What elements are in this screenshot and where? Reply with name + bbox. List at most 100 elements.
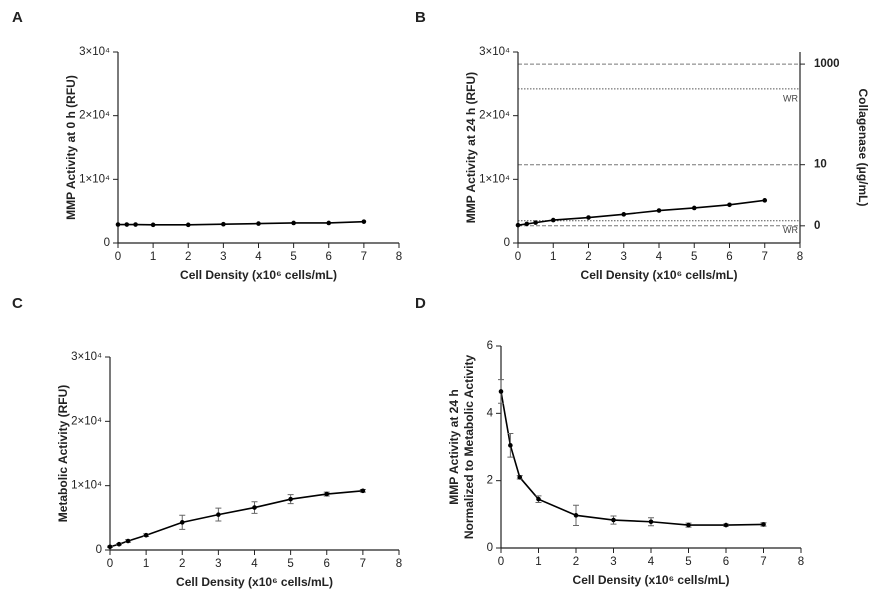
x-tick-label: 5 (685, 556, 691, 568)
y-tick-label: 3×10⁴ (479, 46, 510, 58)
data-point (291, 220, 296, 226)
x-tick-label: 8 (797, 251, 803, 263)
data-point (648, 519, 654, 525)
y-tick-label: 3×10⁴ (79, 46, 110, 58)
x-tick-label: 5 (290, 251, 296, 263)
y2-tick-label: 1000 (814, 58, 840, 70)
data-point (550, 217, 556, 223)
x-tick-label: 2 (185, 251, 191, 263)
data-line (517, 199, 765, 226)
x-tick-label: 3 (220, 251, 226, 263)
y-tick-label: 2 (487, 475, 493, 487)
panel-label: C (12, 295, 23, 312)
x-tick-label: 0 (515, 251, 521, 263)
data-point (762, 198, 768, 203)
data-point (256, 221, 261, 226)
y2-tick-label: 10 (814, 159, 827, 171)
data-point (656, 208, 662, 213)
x-tick-label: 3 (215, 558, 221, 570)
y-tick-label: 1×10⁴ (79, 173, 110, 185)
y-tick-label: 0 (96, 544, 102, 556)
y-tick-label: 4 (487, 407, 494, 419)
data-point (686, 522, 691, 528)
x-tick-label: 4 (648, 556, 655, 568)
x-tick-label: 1 (143, 558, 149, 570)
x-tick-label: 4 (251, 558, 258, 570)
y2-axis-label: Collagenase (μg/mL) (856, 88, 870, 206)
data-point (761, 522, 766, 527)
y-tick-label: 2×10⁴ (479, 110, 510, 122)
data-point (143, 532, 149, 538)
x-tick-label: 0 (115, 251, 121, 263)
data-point (586, 215, 591, 220)
data-point (107, 544, 113, 550)
data-line (118, 220, 364, 226)
x-axis-label: Cell Density (x10⁶ cells/mL) (573, 573, 730, 587)
y-axis-label: MMP Activity at 24 h (RFU) (464, 72, 478, 223)
data-point (324, 491, 330, 497)
x-tick-label: 7 (760, 556, 766, 568)
x-tick-label: 1 (535, 556, 541, 568)
y-tick-label: 1×10⁴ (479, 173, 510, 185)
y-tick-label: 0 (487, 542, 493, 554)
y-axis-label: Metabolic Activity (RFU) (56, 385, 70, 523)
x-tick-label: 8 (798, 556, 804, 568)
data-point (611, 517, 616, 523)
x-tick-label: 3 (610, 556, 616, 568)
x-tick-label: 1 (550, 251, 556, 263)
data-point (288, 496, 293, 502)
data-point (727, 202, 732, 208)
data-line (500, 391, 764, 526)
x-tick-label: 8 (396, 558, 402, 570)
x-tick-label: 4 (255, 251, 262, 263)
data-point (498, 389, 504, 394)
x-tick-label: 0 (498, 556, 504, 568)
panel-label: A (12, 9, 23, 26)
x-tick-label: 7 (360, 558, 366, 570)
panel-label: D (415, 295, 426, 312)
data-point (621, 212, 627, 217)
x-tick-label: 5 (691, 251, 697, 263)
y-tick-label: 0 (104, 237, 110, 249)
panel-label: B (415, 9, 426, 26)
y2-tick-label: 0 (814, 220, 820, 232)
x-tick-label: 1 (150, 251, 156, 263)
data-point (252, 505, 257, 510)
y-tick-label: 3×10⁴ (71, 351, 102, 363)
data-point (179, 520, 185, 525)
data-point (133, 222, 138, 227)
data-point (221, 221, 226, 227)
x-axis-label: Cell Density (x10⁶ cells/mL) (180, 268, 337, 282)
x-tick-label: 6 (726, 251, 732, 263)
data-point (360, 488, 366, 494)
data-point (116, 541, 122, 547)
data-point (115, 222, 121, 227)
data-point (691, 205, 697, 211)
data-point (185, 222, 191, 228)
data-point (536, 496, 541, 502)
x-tick-label: 7 (762, 251, 768, 263)
working-range-label: WR (783, 93, 798, 103)
y-axis-label: MMP Activity at 24 h (447, 389, 461, 504)
y-tick-label: 1×10⁴ (71, 480, 102, 492)
y-axis-label: MMP Activity at 0 h (RFU) (64, 75, 78, 220)
x-tick-label: 2 (573, 556, 579, 568)
x-tick-label: 6 (324, 558, 330, 570)
y-tick-label: 0 (504, 237, 510, 249)
x-tick-label: 7 (361, 251, 367, 263)
y-axis-label: Normalized to Metabolic Activity (462, 355, 476, 540)
x-axis-label: Cell Density (x10⁶ cells/mL) (176, 575, 333, 589)
x-tick-label: 6 (326, 251, 332, 263)
y-tick-label: 2×10⁴ (71, 415, 102, 427)
y-tick-label: 2×10⁴ (79, 110, 110, 122)
data-point (515, 222, 521, 228)
data-point (508, 443, 513, 448)
data-point (517, 475, 523, 480)
data-point (573, 513, 579, 518)
x-tick-label: 6 (723, 556, 729, 568)
x-tick-label: 3 (621, 251, 627, 263)
x-tick-label: 8 (396, 251, 402, 263)
data-point (125, 538, 131, 544)
x-tick-label: 5 (287, 558, 293, 570)
working-range-label: WR (783, 225, 798, 235)
